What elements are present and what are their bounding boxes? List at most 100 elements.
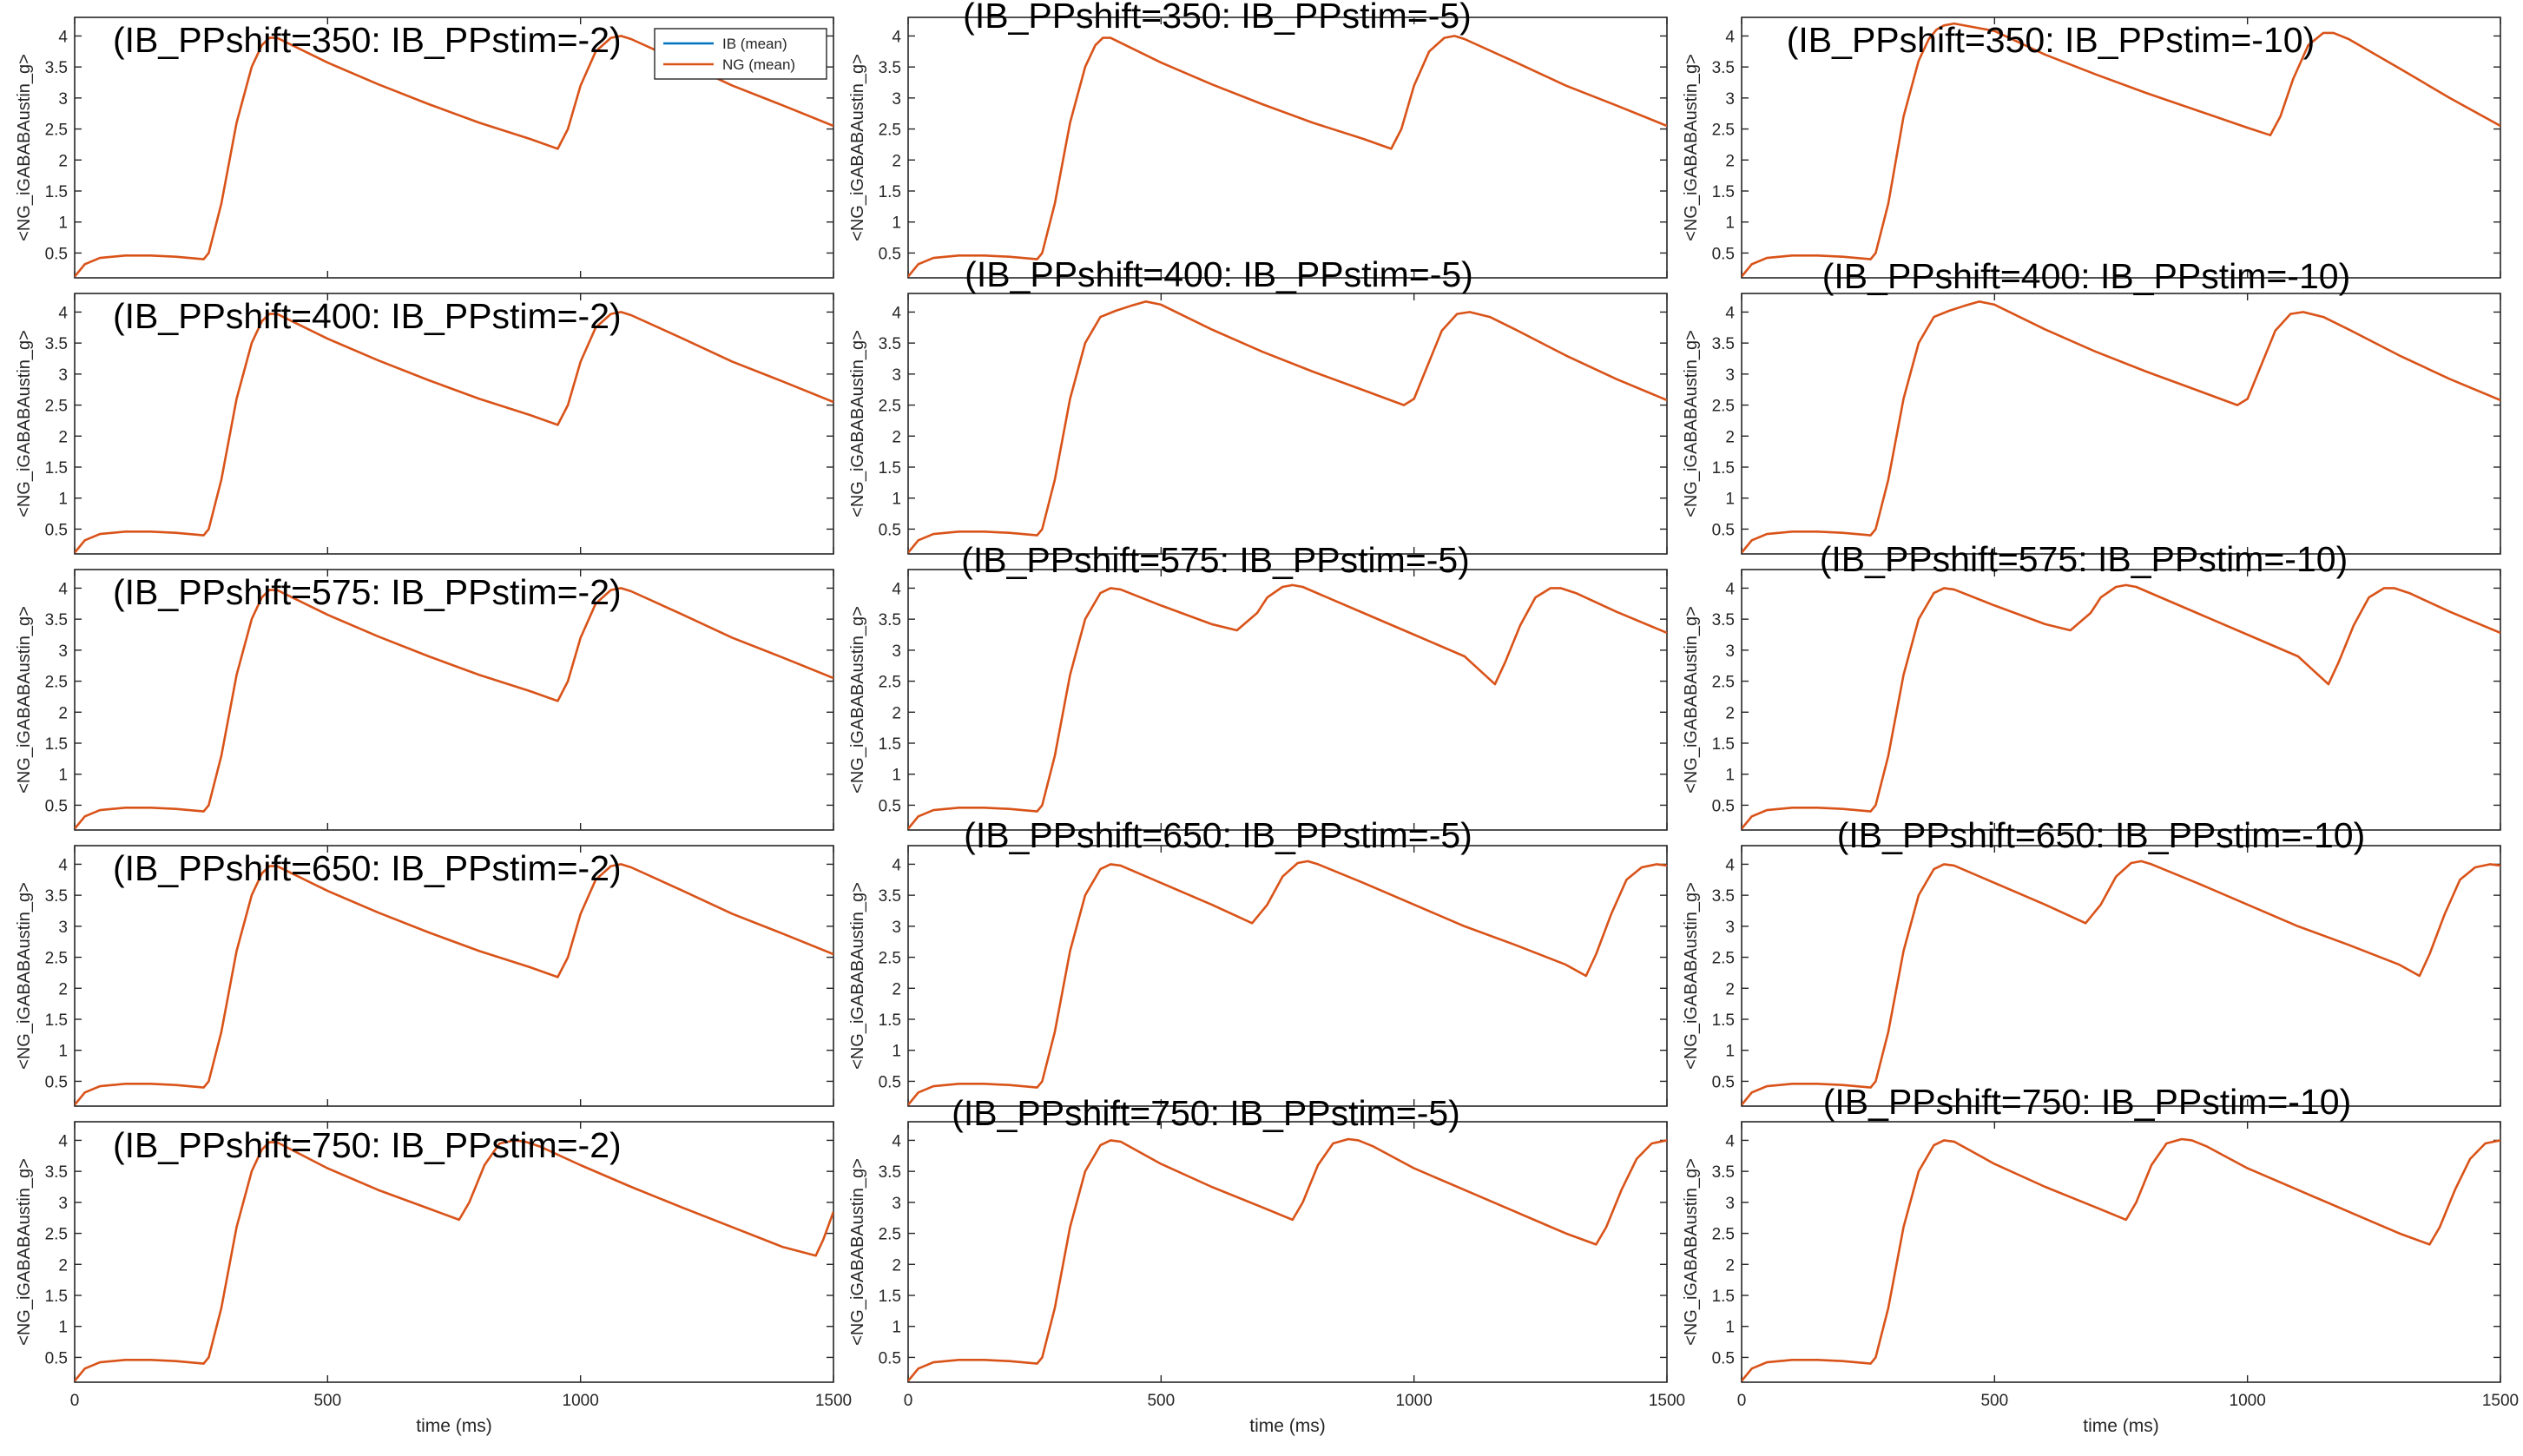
panel-14-series-ng-mean-line [908,1137,1667,1382]
panel-13-xtick-label: 1500 [815,1392,852,1410]
panel-6-ytick-label: 1.5 [1712,459,1735,478]
panel-1-ytick-label: 3 [58,90,68,109]
panel-15-ytick-label: 4 [1725,1132,1735,1150]
panel-2-title: (IB_PPshift=350: IB_PPstim=-5) [963,0,1472,36]
panel-14-ytick-label: 3 [892,1195,901,1213]
panel-12-ytick-label: 1.5 [1712,1011,1735,1030]
panel-3-ylabel: <NG_iGABABAustin_g> [1682,54,1701,241]
panel-10-ytick-label: 2 [58,980,68,998]
panel-9-ytick-label: 3 [1725,642,1735,661]
panel-6-ytick-label: 4 [1725,304,1735,322]
panel-9-ytick-label: 0.5 [1712,797,1735,815]
panel-5-ytick-label: 2.5 [879,398,901,416]
panel-7-ytick-label: 2.5 [45,674,68,692]
panel-11: 0.5 1 1.5 2 2.5 3 3.5 4 <NG_iGABABAustin_g> [848,845,1668,1107]
panel-10-ytick-label: 1 [58,1043,68,1061]
panel-5-series-ng-mean-line [908,300,1667,554]
legend-label-2: NG (mean) [722,56,795,73]
panel-14-title: (IB_PPshift=750: IB_PPstim=-5) [952,1093,1460,1133]
panel-15-xtick-label: 1500 [2482,1392,2519,1410]
panel-15-ytick-label: 3.5 [1712,1163,1735,1182]
panel-6-ytick-label: 2.5 [1712,398,1735,416]
panel-14-ytick-label: 3.5 [879,1163,901,1182]
panel-6-ytick-label: 3.5 [1712,335,1735,353]
panel-15-series-ng-mean-line [1742,1137,2500,1382]
panel-13-ytick-label: 2 [58,1256,68,1275]
panel-8-ytick-label: 1 [892,767,901,785]
panel-9-ytick-label: 1 [1725,767,1735,785]
panel-13-ytick-label: 3.5 [45,1163,68,1182]
panel-5-ytick-label: 2 [892,428,901,446]
panel-2-ytick-label: 4 [892,28,901,46]
panel-6-axes-box [1741,293,2501,555]
panel-9-ytick-label: 3.5 [1712,611,1735,629]
panel-10-series-ng-mean-line [75,863,833,1106]
panel-15-ytick-label: 1 [1725,1319,1735,1337]
panel-4-ytick-label: 1 [58,491,68,509]
panel-11-ytick-label: 2.5 [879,950,901,968]
panel-13-series-ng-mean-line [75,1139,833,1382]
panel-14-ytick-label: 1.5 [879,1288,901,1306]
panel-7-ytick-label: 1.5 [45,735,68,754]
panel-5-ytick-label: 0.5 [879,521,901,539]
panel-3-ytick-label: 4 [1725,28,1735,46]
panel-4-ylabel: <NG_iGABABAustin_g> [15,330,34,517]
panel-4-ytick-label: 3 [58,366,68,385]
panel-8-ytick-label: 3 [892,642,901,661]
panel-7-ytick-label: 3.5 [45,611,68,629]
panel-3-ytick-label: 1 [1725,214,1735,233]
panel-13-xlabel: time (ms) [416,1416,492,1436]
panel-4-ytick-label: 4 [58,304,68,322]
panel-1-ytick-label: 2 [58,152,68,170]
panel-6-ytick-label: 2 [1725,428,1735,446]
panel-11-axes-box [907,845,1668,1107]
panel-9-ytick-label: 4 [1725,580,1735,598]
panel-2-ylabel: <NG_iGABABAustin_g> [848,54,867,241]
panel-3-ytick-label: 3.5 [1712,59,1735,77]
panel-4-ytick-label: 2 [58,428,68,446]
panel-10: 0.5 1 1.5 2 2.5 3 3.5 4 <NG_iGABABAustin_g> [15,845,834,1107]
panel-7-title: (IB_PPshift=575: IB_PPstim=-2) [113,572,622,612]
panel-2: 0.5 1 1.5 2 2.5 3 3.5 4 <NG_iGABABAustin_g> [848,16,1668,279]
panel-1-ylabel: <NG_iGABABAustin_g> [15,54,34,241]
panel-13: 0.5 1 1.5 2 2.5 3 3.5 4 0 500 1000 1500 time (ms) <NG… [15,1121,852,1436]
panel-14-xtick-label: 0 [904,1392,913,1410]
panel-14-ytick-label: 1 [892,1319,901,1337]
panel-8-ytick-label: 3.5 [879,611,901,629]
panel-3-title: (IB_PPshift=350: IB_PPstim=-10) [1787,20,2315,60]
panel-4-ytick-label: 2.5 [45,398,68,416]
panel-1-series-ng-mean-line [75,35,833,278]
panel-11-ytick-label: 0.5 [879,1073,901,1091]
panel-3-ytick-label: 2.5 [1712,122,1735,140]
panel-2-ytick-label: 0.5 [879,245,901,263]
panel-7: 0.5 1 1.5 2 2.5 3 3.5 4 <NG_iGABABAustin_g> [15,569,834,831]
panel-8: 0.5 1 1.5 2 2.5 3 3.5 4 <NG_iGABABAustin_g> [848,569,1668,831]
panel-5-title: (IB_PPshift=400: IB_PPstim=-5) [965,254,1473,294]
panel-10-ylabel: <NG_iGABABAustin_g> [15,882,34,1070]
panel-10-ytick-label: 3 [58,919,68,937]
panel-15-xtick-label: 0 [1737,1392,1747,1410]
panel-13-ytick-label: 4 [58,1132,68,1150]
panel-13-xtick-label: 1000 [563,1392,599,1410]
panel-13-ytick-label: 3 [58,1195,68,1213]
panel-9-series-ng-mean-line [1742,583,2500,830]
panel-7-ytick-label: 4 [58,580,68,598]
panel-8-title: (IB_PPshift=575: IB_PPstim=-5) [961,540,1470,580]
panel-6-ytick-label: 0.5 [1712,521,1735,539]
panel-6: 0.5 1 1.5 2 2.5 3 3.5 4 <NG_iGABABAustin_g> [1682,293,2501,555]
panel-13-ytick-label: 0.5 [45,1349,68,1367]
panel-7-ytick-label: 2 [58,704,68,722]
panel-14-xtick-label: 1000 [1396,1392,1433,1410]
panel-5-ylabel: <NG_iGABABAustin_g> [848,330,867,517]
panel-15-axes-box [1741,1121,2501,1383]
legend-box [654,28,827,80]
panel-2-ytick-label: 3.5 [879,59,901,77]
panel-10-ytick-label: 3.5 [45,887,68,906]
panel-9-ytick-label: 2 [1725,704,1735,722]
panel-11-ytick-label: 4 [892,856,901,874]
panel-9-ytick-label: 2.5 [1712,674,1735,692]
panel-10-ytick-label: 0.5 [45,1073,68,1091]
panel-15-xlabel: time (ms) [2083,1416,2159,1436]
panel-4-title: (IB_PPshift=400: IB_PPstim=-2) [113,296,622,336]
